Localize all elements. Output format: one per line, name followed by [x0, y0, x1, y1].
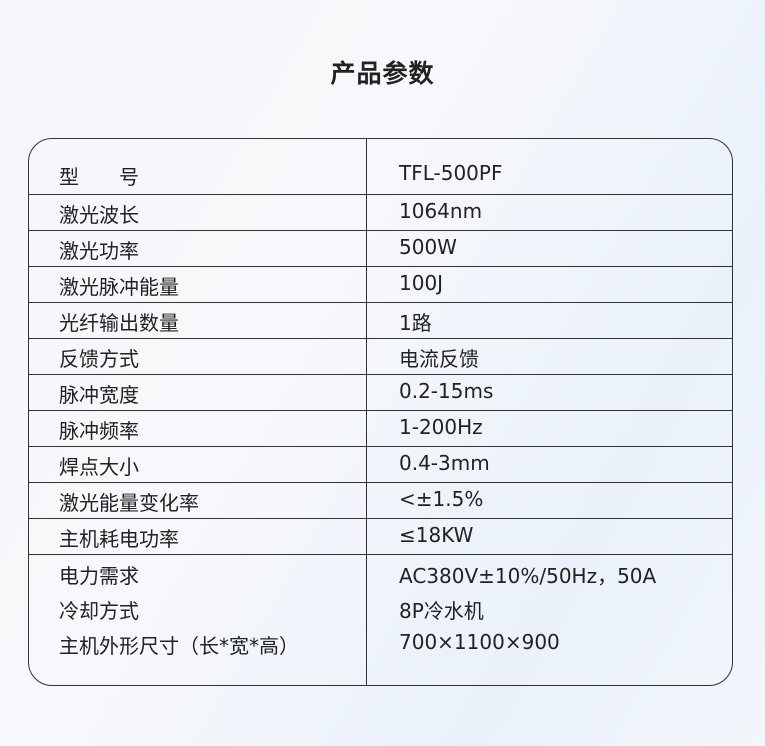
spec-value: 1路: [399, 311, 432, 335]
table-row: 反馈方式 电流反馈: [29, 339, 732, 375]
spec-label: 激光能量变化率: [59, 491, 199, 515]
table-row: 冷却方式 8P冷水机: [29, 595, 732, 630]
spec-value: 0.2-15ms: [399, 379, 494, 403]
spec-label: 主机耗电功率: [59, 527, 179, 551]
table-row: 激光波长 1064nm: [29, 195, 732, 231]
spec-value: 8P冷水机: [399, 599, 484, 623]
table-row: 电力需求 AC380V±10%/50Hz，50A: [29, 560, 732, 595]
spec-value: 500W: [399, 235, 457, 259]
table-row: 光纤输出数量 1路: [29, 303, 732, 339]
table-row: 激光能量变化率 <±1.5%: [29, 483, 732, 519]
table-row: 主机耗电功率 ≤18KW: [29, 519, 732, 555]
spec-value: 0.4-3mm: [399, 451, 490, 475]
spec-label: 脉冲宽度: [59, 383, 139, 407]
spec-label: 型 号: [59, 165, 139, 189]
spec-label: 焊点大小: [59, 455, 139, 479]
spec-label: 冷却方式: [59, 599, 139, 623]
table-row: 脉冲宽度 0.2-15ms: [29, 375, 732, 411]
spec-label: 反馈方式: [59, 347, 139, 371]
spec-label: 脉冲频率: [59, 419, 139, 443]
spec-value: 电流反馈: [399, 347, 479, 371]
spec-value: 700×1100×900: [399, 630, 560, 654]
page-title: 产品参数: [330, 59, 435, 88]
spec-value: 1064nm: [399, 199, 483, 223]
spec-label: 激光脉冲能量: [59, 275, 179, 299]
table-row: 型 号 TFL-500PF: [29, 139, 732, 195]
spec-value: AC380V±10%/50Hz，50A: [399, 564, 657, 588]
spec-label: 光纤输出数量: [59, 311, 179, 335]
table-row: 激光脉冲能量 100J: [29, 267, 732, 303]
spec-label: 电力需求: [59, 564, 139, 588]
spec-table: 型 号 TFL-500PF 激光波长 1064nm 激光功率 500W 激光脉冲能量 100J…: [28, 138, 733, 686]
table-row: 激光功率 500W: [29, 231, 732, 267]
spec-value: ≤18KW: [399, 523, 474, 547]
table-row: 脉冲频率 1-200Hz: [29, 411, 732, 447]
spec-value: 100J: [399, 271, 444, 295]
table-row: 焊点大小 0.4-3mm: [29, 447, 732, 483]
spec-value: TFL-500PF: [399, 161, 503, 185]
spec-label: 主机外形尺寸（长*宽*高）: [59, 634, 299, 658]
spec-value: 1-200Hz: [399, 415, 483, 439]
spec-label: 激光功率: [59, 239, 139, 263]
spec-label: 激光波长: [59, 203, 139, 227]
column-divider: [366, 139, 367, 685]
spec-value: <±1.5%: [399, 487, 484, 511]
table-row: 主机外形尺寸（长*宽*高） 700×1100×900: [29, 630, 732, 665]
